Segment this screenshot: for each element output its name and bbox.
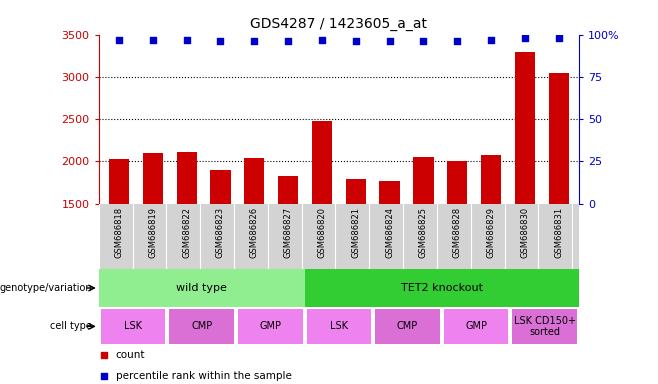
Text: genotype/variation: genotype/variation xyxy=(0,283,92,293)
Bar xyxy=(444,309,509,344)
Text: GMP: GMP xyxy=(465,321,487,331)
Bar xyxy=(447,161,467,330)
Bar xyxy=(176,152,197,330)
Text: GSM686827: GSM686827 xyxy=(284,207,293,258)
Text: CMP: CMP xyxy=(397,321,418,331)
Bar xyxy=(211,170,230,330)
Text: count: count xyxy=(116,350,145,360)
Text: LSK: LSK xyxy=(330,321,348,331)
Text: GSM686823: GSM686823 xyxy=(216,207,225,258)
Point xyxy=(418,38,429,45)
Bar xyxy=(101,309,165,344)
Point xyxy=(384,38,395,45)
Point xyxy=(520,35,530,41)
Point xyxy=(182,36,192,43)
Point xyxy=(486,36,496,43)
Text: GSM686819: GSM686819 xyxy=(148,207,157,258)
Text: LSK CD150+
sorted: LSK CD150+ sorted xyxy=(514,316,576,337)
Text: GSM686831: GSM686831 xyxy=(554,207,563,258)
Bar xyxy=(375,309,440,344)
Bar xyxy=(244,158,265,330)
Bar xyxy=(513,309,577,344)
Bar xyxy=(169,309,234,344)
Text: TET2 knockout: TET2 knockout xyxy=(401,283,483,293)
Bar xyxy=(345,179,366,330)
Bar xyxy=(278,175,298,330)
Text: LSK: LSK xyxy=(124,321,142,331)
Bar xyxy=(238,309,303,344)
Point xyxy=(283,38,293,45)
Text: cell type: cell type xyxy=(50,321,92,331)
Point xyxy=(377,292,388,298)
Point xyxy=(553,35,564,41)
Bar xyxy=(305,269,579,307)
Text: GSM686828: GSM686828 xyxy=(453,207,462,258)
Title: GDS4287 / 1423605_a_at: GDS4287 / 1423605_a_at xyxy=(251,17,427,31)
Point xyxy=(316,36,327,43)
Bar xyxy=(481,154,501,330)
Text: wild type: wild type xyxy=(176,283,227,293)
Text: GSM686821: GSM686821 xyxy=(351,207,361,258)
Text: GSM686830: GSM686830 xyxy=(520,207,530,258)
Text: GSM686818: GSM686818 xyxy=(114,207,124,258)
Bar xyxy=(413,157,434,330)
Text: CMP: CMP xyxy=(191,321,213,331)
Text: GSM686824: GSM686824 xyxy=(385,207,394,258)
Bar xyxy=(99,269,305,307)
Point xyxy=(114,36,124,43)
Text: GSM686825: GSM686825 xyxy=(419,207,428,258)
Text: percentile rank within the sample: percentile rank within the sample xyxy=(116,371,291,381)
Bar xyxy=(515,52,535,330)
Bar xyxy=(143,153,163,330)
Point xyxy=(351,38,361,45)
Text: GMP: GMP xyxy=(259,321,281,331)
Bar xyxy=(109,159,129,330)
Text: GSM686820: GSM686820 xyxy=(317,207,326,258)
Bar xyxy=(312,121,332,330)
Point xyxy=(215,38,226,45)
Point xyxy=(377,100,388,106)
Text: GSM686826: GSM686826 xyxy=(250,207,259,258)
Bar xyxy=(307,309,371,344)
Point xyxy=(249,38,259,45)
Point xyxy=(147,36,158,43)
Point xyxy=(452,38,463,45)
Text: GSM686829: GSM686829 xyxy=(486,207,495,258)
Text: GSM686822: GSM686822 xyxy=(182,207,191,258)
Bar xyxy=(380,181,400,330)
Bar xyxy=(549,73,569,330)
